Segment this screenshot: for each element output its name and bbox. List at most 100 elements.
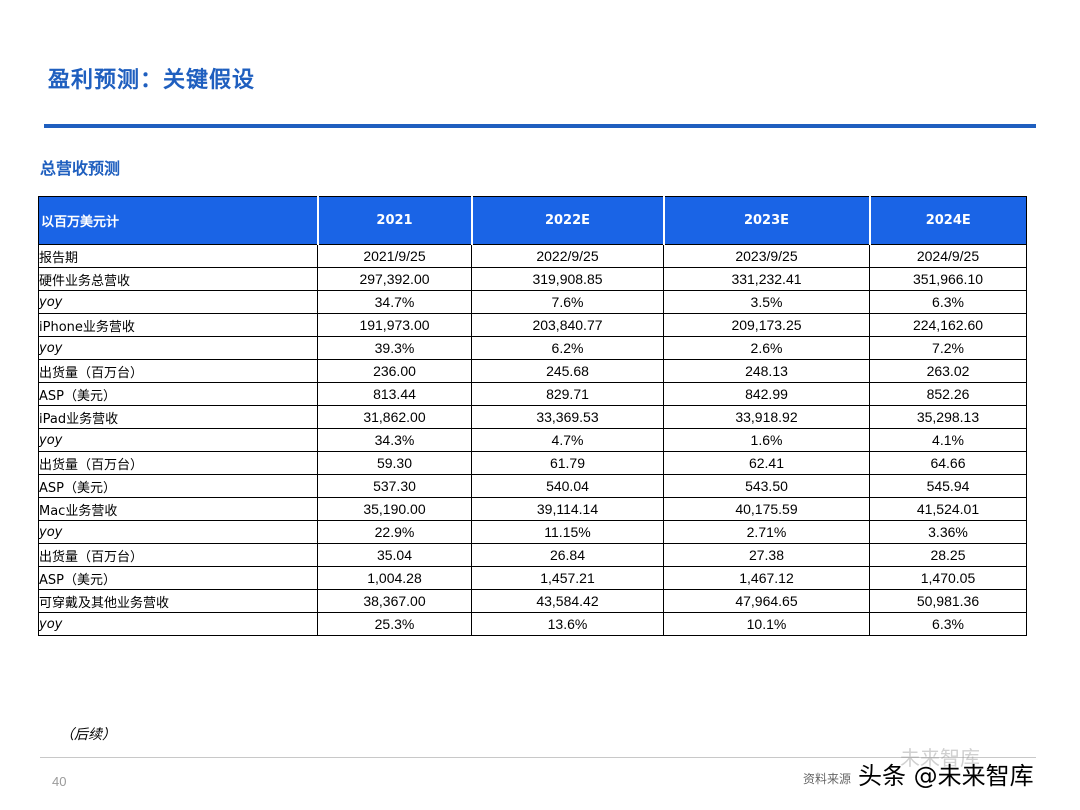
table-cell: 34.3% xyxy=(317,428,472,452)
table-row: yoy 25.3% 13.6% 10.1% 6.3% xyxy=(38,612,1027,636)
row-label: 报告期 xyxy=(38,244,318,268)
row-label: yoy xyxy=(38,520,318,544)
table-cell: 829.71 xyxy=(471,382,664,406)
table-cell: 3.5% xyxy=(663,290,870,314)
page-title: 盈利预测：关键假设 xyxy=(48,68,256,93)
table-cell: 297,392.00 xyxy=(317,267,472,291)
table-cell: 47,964.65 xyxy=(663,589,870,613)
table-cell: 6.2% xyxy=(471,336,664,360)
table-row: 出货量（百万台） 59.30 61.79 62.41 64.66 xyxy=(38,451,1027,475)
table-cell: 34.7% xyxy=(317,290,472,314)
row-label: 硬件业务总营收 xyxy=(38,267,318,291)
watermark: 头条 @未来智库 xyxy=(858,762,1034,790)
row-label: Mac业务营收 xyxy=(38,497,318,521)
table-cell: 224,162.60 xyxy=(869,313,1027,337)
table-cell: 236.00 xyxy=(317,359,472,383)
row-label: 出货量（百万台） xyxy=(38,543,318,567)
row-label: 出货量（百万台） xyxy=(38,451,318,475)
table-cell: 1,457.21 xyxy=(471,566,664,590)
table-cell: 2.6% xyxy=(663,336,870,360)
table-cell: 2021/9/25 xyxy=(317,244,472,268)
table-cell: 852.26 xyxy=(869,382,1027,406)
table-cell: 540.04 xyxy=(471,474,664,498)
title-divider xyxy=(44,124,1036,128)
table-cell: 1,004.28 xyxy=(317,566,472,590)
table-cell: 62.41 xyxy=(663,451,870,475)
table-cell: 7.2% xyxy=(869,336,1027,360)
row-label: yoy xyxy=(38,336,318,360)
table-cell: 7.6% xyxy=(471,290,664,314)
table-cell: 35,190.00 xyxy=(317,497,472,521)
table-cell: 203,840.77 xyxy=(471,313,664,337)
table-cell: 351,966.10 xyxy=(869,267,1027,291)
table-cell: 1,467.12 xyxy=(663,566,870,590)
footer-divider xyxy=(40,757,1036,758)
table-row: yoy 34.3% 4.7% 1.6% 4.1% xyxy=(38,428,1027,452)
row-label: ASP（美元） xyxy=(38,474,318,498)
table-cell: 39,114.14 xyxy=(471,497,664,521)
table-row: 可穿戴及其他业务营收 38,367.00 43,584.42 47,964.65 50,… xyxy=(38,589,1027,613)
table-cell: 39.3% xyxy=(317,336,472,360)
table-cell: 40,175.59 xyxy=(663,497,870,521)
table-cell: 545.94 xyxy=(869,474,1027,498)
table-cell: 331,232.41 xyxy=(663,267,870,291)
row-label: yoy xyxy=(38,428,318,452)
table-row: ASP（美元） 537.30 540.04 543.50 545.94 xyxy=(38,474,1027,498)
header-year-2022e: 2022E xyxy=(471,196,665,245)
table-row: 硬件业务总营收 297,392.00 319,908.85 331,232.41 351… xyxy=(38,267,1027,291)
header-year-2024e: 2024E xyxy=(869,196,1027,245)
table-cell: 59.30 xyxy=(317,451,472,475)
table-cell: 191,973.00 xyxy=(317,313,472,337)
table-cell: 245.68 xyxy=(471,359,664,383)
table-cell: 64.66 xyxy=(869,451,1027,475)
table-row: iPhone业务营收 191,973.00 203,840.77 209,173.25… xyxy=(38,313,1027,337)
table-cell: 4.7% xyxy=(471,428,664,452)
table-cell: 3.36% xyxy=(869,520,1027,544)
table-cell: 10.1% xyxy=(663,612,870,636)
row-label: yoy xyxy=(38,290,318,314)
table-row: 报告期 2021/9/25 2022/9/25 2023/9/25 2024/9/25 xyxy=(38,244,1027,268)
row-label: ASP（美元） xyxy=(38,566,318,590)
table-row: iPad业务营收 31,862.00 33,369.53 33,918.92 35,29… xyxy=(38,405,1027,429)
table-row: Mac业务营收 35,190.00 39,114.14 40,175.59 41,524… xyxy=(38,497,1027,521)
table-cell: 209,173.25 xyxy=(663,313,870,337)
table-cell: 537.30 xyxy=(317,474,472,498)
table-header-row: 以百万美元计 2021 2022E 2023E 2024E xyxy=(38,196,1027,245)
table-cell: 2.71% xyxy=(663,520,870,544)
table-cell: 25.3% xyxy=(317,612,472,636)
table-cell: 319,908.85 xyxy=(471,267,664,291)
revenue-forecast-table: 以百万美元计 2021 2022E 2023E 2024E 报告期 2021/9/… xyxy=(38,196,1027,636)
table-row: yoy 34.7% 7.6% 3.5% 6.3% xyxy=(38,290,1027,314)
section-title: 总营收预测 xyxy=(40,159,121,178)
table-cell: 38,367.00 xyxy=(317,589,472,613)
table-cell: 543.50 xyxy=(663,474,870,498)
table-cell: 50,981.36 xyxy=(869,589,1027,613)
watermark-faint: 未来智库 xyxy=(900,746,980,770)
table-cell: 2024/9/25 xyxy=(869,244,1027,268)
table-row: ASP（美元） 813.44 829.71 842.99 852.26 xyxy=(38,382,1027,406)
table-cell: 26.84 xyxy=(471,543,664,567)
table-cell: 2023/9/25 xyxy=(663,244,870,268)
table-cell: 33,918.92 xyxy=(663,405,870,429)
table-row: ASP（美元） 1,004.28 1,457.21 1,467.12 1,470.05 xyxy=(38,566,1027,590)
table-cell: 13.6% xyxy=(471,612,664,636)
row-label: iPad业务营收 xyxy=(38,405,318,429)
table-cell: 31,862.00 xyxy=(317,405,472,429)
table-row: 出货量（百万台） 236.00 245.68 248.13 263.02 xyxy=(38,359,1027,383)
table-cell: 11.15% xyxy=(471,520,664,544)
table-cell: 35.04 xyxy=(317,543,472,567)
table-cell: 4.1% xyxy=(869,428,1027,452)
source-note: 资料来源 xyxy=(803,772,852,786)
table-cell: 2022/9/25 xyxy=(471,244,664,268)
table-cell: 61.79 xyxy=(471,451,664,475)
table-cell: 263.02 xyxy=(869,359,1027,383)
table-row: yoy 39.3% 6.2% 2.6% 7.2% xyxy=(38,336,1027,360)
table-row: yoy 22.9% 11.15% 2.71% 3.36% xyxy=(38,520,1027,544)
header-unit-label: 以百万美元计 xyxy=(38,196,319,245)
table-cell: 1,470.05 xyxy=(869,566,1027,590)
table-cell: 35,298.13 xyxy=(869,405,1027,429)
row-label: 可穿戴及其他业务营收 xyxy=(38,589,318,613)
table-row: 出货量（百万台） 35.04 26.84 27.38 28.25 xyxy=(38,543,1027,567)
table-cell: 248.13 xyxy=(663,359,870,383)
table-cell: 22.9% xyxy=(317,520,472,544)
